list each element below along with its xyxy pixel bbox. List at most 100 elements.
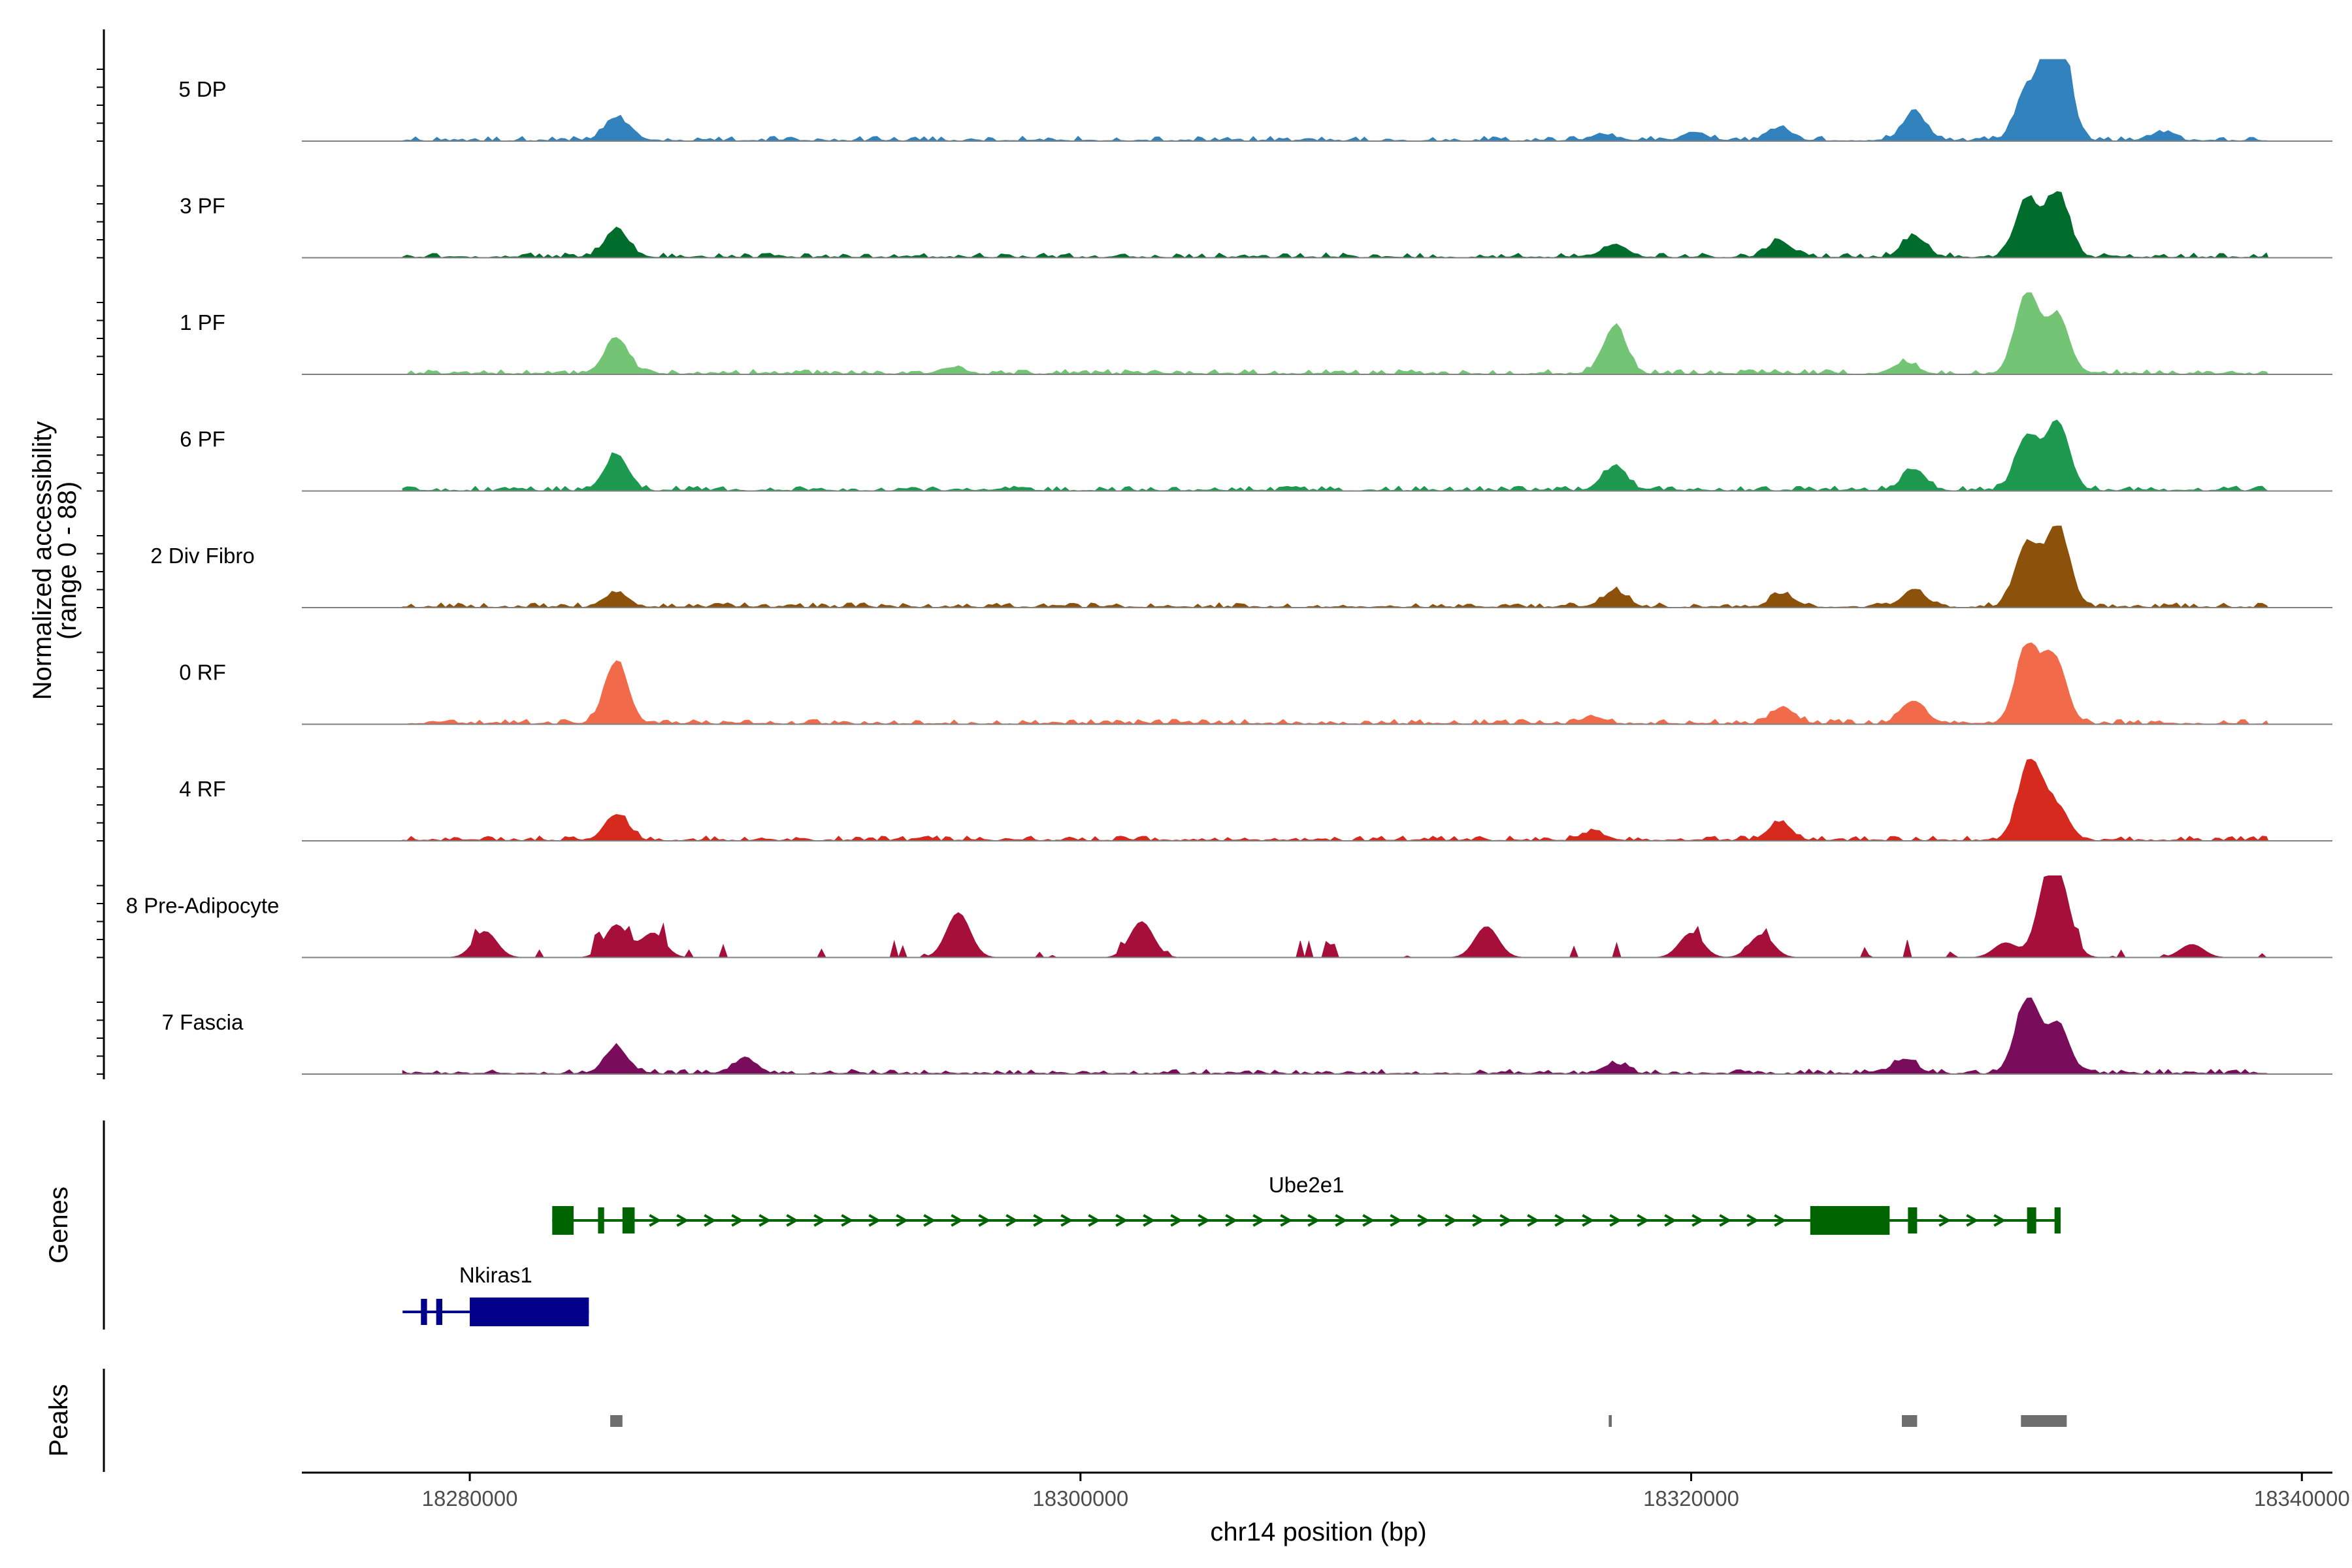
- strand-chevron: [813, 1214, 826, 1227]
- strand-chevron: [1115, 1214, 1128, 1227]
- track-label: 0 RF: [179, 661, 226, 685]
- track-label: 5 DP: [178, 77, 226, 101]
- gene-exon: [2027, 1207, 2036, 1233]
- coverage-area-4-rf: [402, 759, 2269, 841]
- strand-chevron: [1966, 1214, 1979, 1227]
- strand-chevron: [649, 1214, 662, 1227]
- peak-region: [610, 1415, 623, 1427]
- track-label: 8 Pre-Adipocyte: [126, 894, 280, 918]
- coverage-area-1-pf: [402, 292, 2269, 375]
- gene-ube2e1: Ube2e1: [552, 1173, 2061, 1235]
- strand-chevron: [1362, 1214, 1375, 1227]
- strand-chevron: [786, 1214, 799, 1227]
- y-axis-label-range: (range 0 - 88): [53, 482, 82, 640]
- gene-exon: [622, 1207, 635, 1233]
- strand-chevron: [1088, 1214, 1101, 1227]
- gene-exon: [552, 1206, 574, 1235]
- peak-region: [2021, 1415, 2067, 1427]
- strand-chevron: [676, 1214, 689, 1227]
- strand-chevron: [1527, 1214, 1540, 1227]
- strand-chevron: [923, 1214, 936, 1227]
- peaks-panel-label: Peaks: [44, 1384, 73, 1456]
- x-tick-label: 18340000: [2254, 1486, 2350, 1511]
- strand-chevron: [1335, 1214, 1348, 1227]
- coverage-area-2-div-fibro: [402, 525, 2269, 608]
- strand-chevron: [1774, 1214, 1787, 1227]
- track-label: 3 PF: [180, 194, 225, 218]
- track-6-pf: 6 PF: [180, 419, 2332, 492]
- strand-chevron: [1938, 1214, 1952, 1227]
- strand-chevron: [1280, 1214, 1293, 1227]
- strand-chevron: [1637, 1214, 1650, 1227]
- strand-chevron: [1307, 1214, 1320, 1227]
- strand-chevron: [1664, 1214, 1677, 1227]
- x-axis-label: chr14 position (bp): [1210, 1518, 1426, 1546]
- track-label: 1 PF: [180, 310, 225, 335]
- strand-chevron: [1060, 1214, 1073, 1227]
- coverage-area-8-pre-adipocyte: [402, 875, 2268, 959]
- coverage-y-axis: [97, 29, 105, 1079]
- peak-region: [1902, 1415, 1918, 1427]
- strand-chevron: [1225, 1214, 1238, 1227]
- x-tick-label: 18280000: [422, 1486, 518, 1511]
- strand-chevron: [704, 1214, 717, 1227]
- coverage-area-3-pf: [402, 191, 2269, 259]
- track-2-div-fibro: 2 Div Fibro: [150, 525, 2332, 608]
- strand-chevron: [1005, 1214, 1019, 1227]
- track-8-pre-adipocyte: 8 Pre-Adipocyte: [126, 875, 2332, 959]
- strand-chevron: [1445, 1214, 1458, 1227]
- peak-region: [1609, 1415, 1612, 1427]
- gene-exon: [421, 1299, 427, 1325]
- strand-chevron: [1499, 1214, 1512, 1227]
- strand-chevron: [1582, 1214, 1595, 1227]
- coverage-tracks: 5 DP 3 PF 1 PF 6 PF 2 Div Fibro 0 RF 4 RF 8 Pre…: [126, 59, 2332, 1075]
- coverage-area-7-fascia: [402, 997, 2269, 1075]
- gene-exon: [436, 1299, 442, 1325]
- peak-regions-track: [610, 1415, 2067, 1427]
- strand-chevron: [1252, 1214, 1266, 1227]
- gene-label: Nkiras1: [459, 1263, 532, 1287]
- strand-chevron: [1198, 1214, 1211, 1227]
- gene-exon: [470, 1298, 589, 1326]
- strand-chevron: [1390, 1214, 1403, 1227]
- gene-exon: [2054, 1207, 2061, 1233]
- gene-exon: [598, 1207, 604, 1233]
- strand-chevron: [841, 1214, 854, 1227]
- genes-panel-label: Genes: [44, 1186, 73, 1264]
- coverage-area-0-rf: [402, 642, 2269, 725]
- gene-exon: [1908, 1207, 1918, 1233]
- strand-chevron: [1417, 1214, 1430, 1227]
- track-1-pf: 1 PF: [180, 292, 2332, 375]
- strand-chevron: [1554, 1214, 1567, 1227]
- strand-chevron: [1746, 1214, 1759, 1227]
- strand-chevron: [978, 1214, 991, 1227]
- track-5-dp: 5 DP: [178, 59, 2332, 142]
- strand-chevron: [868, 1214, 881, 1227]
- strand-chevron: [759, 1214, 772, 1227]
- strand-chevron: [1472, 1214, 1485, 1227]
- coverage-area-5-dp: [402, 59, 2269, 142]
- track-0-rf: 0 RF: [179, 642, 2332, 725]
- strand-chevron: [1719, 1214, 1732, 1227]
- strand-chevron: [1691, 1214, 1705, 1227]
- strand-chevron: [896, 1214, 909, 1227]
- track-7-fascia: 7 Fascia: [162, 997, 2332, 1075]
- strand-chevron: [1993, 1214, 2006, 1227]
- x-tick-label: 18320000: [1643, 1486, 1739, 1511]
- track-3-pf: 3 PF: [180, 191, 2332, 259]
- track-label: 6 PF: [180, 427, 225, 451]
- gene-label: Ube2e1: [1269, 1173, 1345, 1197]
- x-tick-label: 18300000: [1032, 1486, 1128, 1511]
- track-label: 2 Div Fibro: [150, 544, 255, 568]
- gene-nkiras1: Nkiras1: [402, 1263, 589, 1326]
- x-axis: 18280000 18300000 18320000 18340000: [302, 1471, 2350, 1511]
- gene-annotation-track: Ube2e1 Nkiras1: [402, 1173, 2061, 1326]
- strand-chevron: [1143, 1214, 1156, 1227]
- strand-chevron: [1033, 1214, 1046, 1227]
- y-axis-label: Normalized accessibility: [28, 421, 57, 700]
- track-label: 7 Fascia: [162, 1010, 244, 1034]
- strand-chevron: [1170, 1214, 1183, 1227]
- strand-chevron: [951, 1214, 964, 1227]
- coverage-area-6-pf: [402, 419, 2269, 492]
